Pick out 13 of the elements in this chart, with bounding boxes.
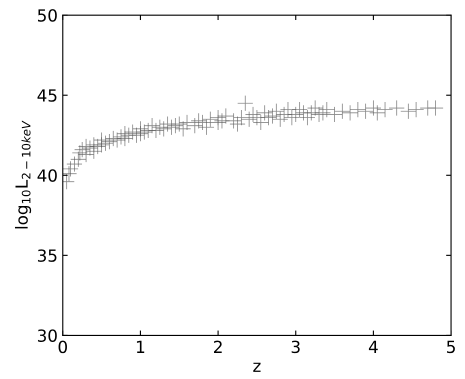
x-tick-label: 4	[368, 340, 378, 353]
x-tick-label: 0	[58, 340, 67, 354]
x-tick-label: 2	[214, 340, 222, 353]
x-axis-title: z	[253, 362, 261, 372]
y-axis-title: log$_{10}$L$_{2−10keV}$	[14, 120, 32, 228]
y-tick-label: 30	[38, 329, 57, 342]
y-tick-label: 35	[38, 249, 56, 262]
x-tick-label: 5	[447, 340, 455, 354]
x-tick-label: 3	[292, 340, 300, 354]
y-tick-label: 50	[38, 9, 57, 22]
y-tick-label: 45	[38, 89, 56, 102]
x-tick-label: 1	[136, 340, 144, 353]
y-tick-label: 40	[38, 169, 57, 182]
